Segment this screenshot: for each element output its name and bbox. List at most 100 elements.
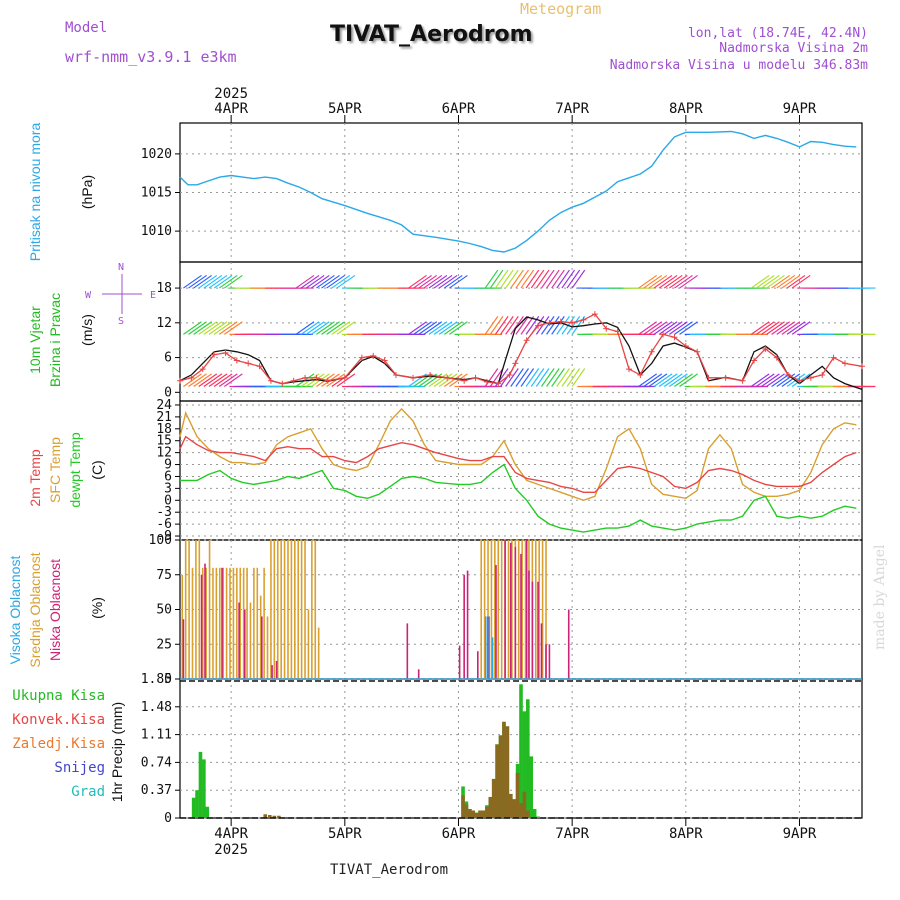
wind-barb (561, 368, 576, 387)
wind-barb (781, 321, 801, 335)
cloud-bar (491, 637, 494, 679)
cloud-bar (246, 567, 248, 679)
temp-unit: (C) (89, 460, 105, 479)
cloud-bar (287, 540, 289, 679)
cloud-bar (290, 540, 293, 679)
y-tick-label: 21 (156, 410, 172, 425)
cloud-bar (195, 540, 197, 679)
wind-barb (326, 274, 345, 289)
wind-barb (505, 316, 519, 335)
cloud-bar (500, 540, 503, 679)
wind-barb (223, 274, 243, 289)
wind-barb (418, 274, 438, 289)
wind-barb (433, 373, 453, 388)
y-tick-label: 0 (164, 811, 172, 826)
precip-bar (205, 806, 210, 818)
wind-barb (305, 274, 325, 289)
precip-legend-item: Snijeg (54, 760, 105, 776)
dewpoint-legend: dewpt Temp (67, 432, 83, 507)
wind-barb (331, 274, 351, 289)
y-tick-label: 0.74 (141, 755, 172, 770)
wind-barb (316, 321, 335, 335)
cloud-bar (266, 616, 269, 679)
wind-barb (653, 373, 673, 388)
cloud-bar (239, 567, 242, 679)
wind-barb (418, 321, 438, 335)
bottom-day-label: 9APR (783, 826, 817, 842)
wind-barb (520, 316, 535, 335)
cloud-bar (181, 574, 184, 679)
t2m-legend: 2m Temp (27, 449, 43, 507)
wind-barb (771, 373, 791, 388)
wind-barb (300, 274, 320, 289)
wind-barb (300, 321, 320, 335)
wind-barb (648, 274, 668, 289)
cloud-bar (541, 540, 544, 679)
cloud-bar (540, 623, 543, 679)
precip-bar (471, 810, 476, 818)
wind-barb (750, 321, 770, 335)
chart-title: TIVAT_Aerodrom (330, 22, 533, 47)
cloud-bar (509, 542, 512, 679)
cloud-bar (201, 567, 204, 679)
cloud-bar (225, 567, 228, 679)
precip-bar (502, 721, 506, 818)
wind-barb (643, 373, 663, 388)
cloud-bar (273, 540, 276, 679)
wind-barb (556, 316, 570, 335)
wind-obs-marker (177, 377, 183, 384)
wind-barb (336, 321, 356, 335)
cloud-bar (494, 540, 496, 679)
wind-barb (663, 373, 683, 388)
wind-barb (776, 274, 796, 289)
wind-barb (648, 321, 668, 335)
wind-barb (535, 368, 550, 387)
wind-barb (321, 321, 340, 335)
wind-barb (638, 373, 658, 388)
wind-barb (638, 274, 658, 289)
wind-barb (489, 368, 504, 387)
wind-barb (484, 269, 499, 289)
wind-obs-marker (830, 354, 837, 361)
wind-barb (500, 316, 514, 335)
compass-south: S (118, 316, 124, 327)
wind-barb (438, 274, 458, 289)
precip-bar (498, 735, 503, 818)
wind-obs-marker (461, 377, 468, 384)
wind-barb (679, 274, 698, 289)
wind-barb (413, 321, 432, 335)
precip-bar (485, 806, 489, 818)
y-tick-label: 50 (156, 603, 172, 618)
wind-obs-marker (313, 374, 320, 381)
wind-obs-marker (591, 311, 598, 318)
wind-barb (423, 274, 443, 289)
cloud-bar (531, 581, 534, 679)
wind-barb (643, 321, 663, 335)
cloud-bar (507, 540, 510, 679)
precip-bar (191, 797, 196, 818)
wind-barb (510, 368, 524, 387)
wind-barb (494, 316, 509, 335)
cloud-bar (275, 660, 278, 679)
y-tick-label: 24 (156, 398, 172, 413)
wind-barb (438, 373, 458, 388)
wind-barb (213, 274, 233, 289)
wind-barb (183, 373, 202, 388)
cloud-bar (259, 595, 262, 679)
top-day-label: 6APR (442, 101, 476, 117)
precip-bar (277, 815, 281, 818)
t2m-line (179, 435, 857, 493)
wind-barb (515, 316, 529, 335)
wind-barb (208, 274, 228, 289)
wind-barb (668, 274, 688, 289)
wind-barb (316, 274, 335, 289)
precip-bar (529, 756, 534, 818)
y-tick-label: 12 (156, 316, 172, 331)
wind-barb (413, 274, 432, 289)
wind-barb (658, 321, 678, 335)
precip-bar (515, 772, 520, 818)
y-tick-label: 18 (156, 422, 172, 437)
sfc-temp-legend: SFC Temp (47, 437, 63, 503)
precip-legend-item: Ukupna Kisa (12, 688, 105, 704)
wind-obs-marker (694, 348, 701, 355)
